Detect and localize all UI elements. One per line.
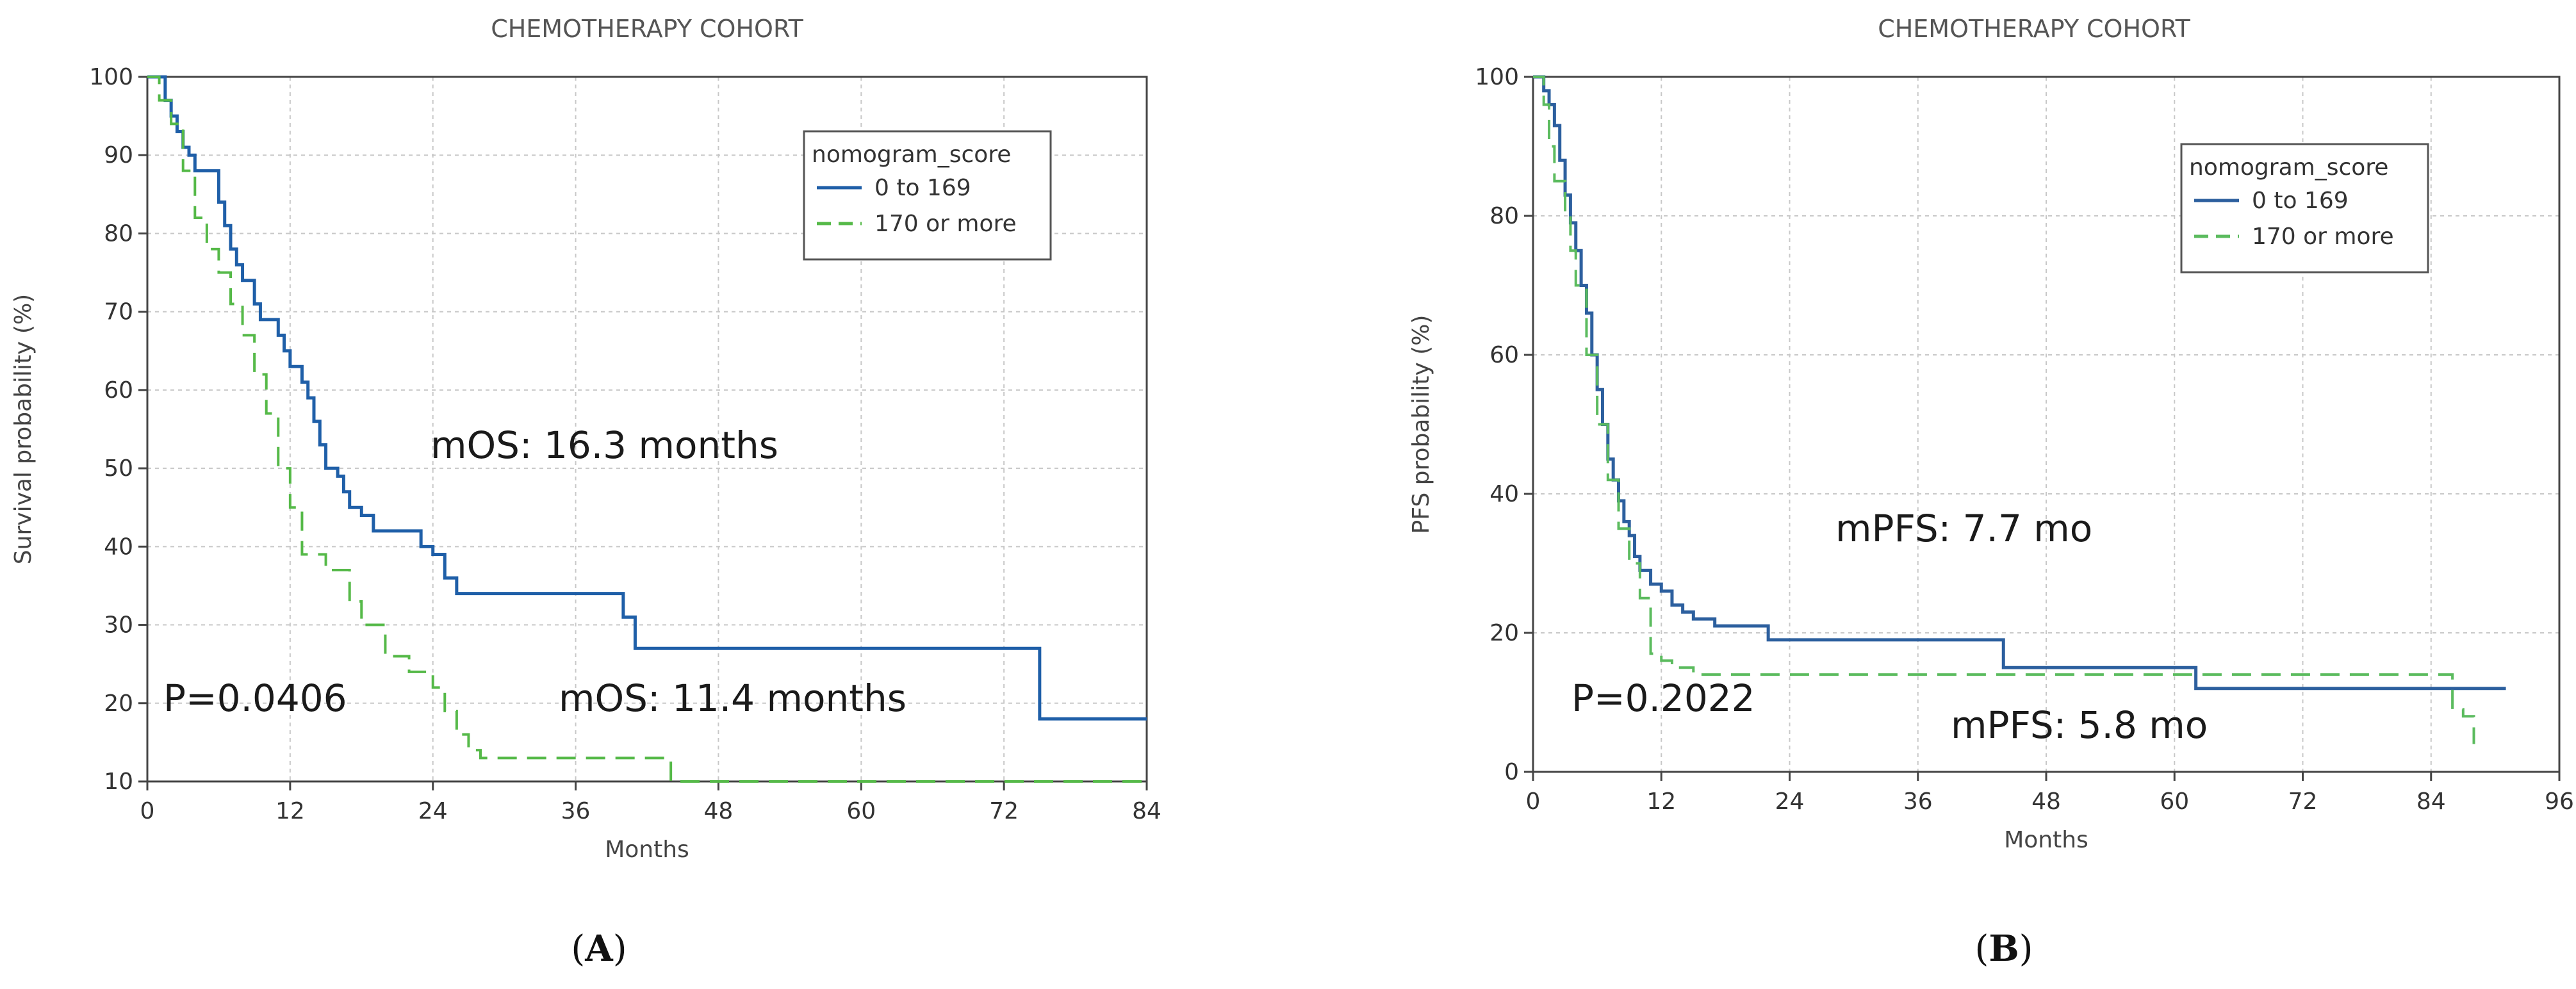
legend-entry-label: 0 to 169 — [2252, 188, 2349, 214]
y-tick-label: 100 — [89, 64, 133, 90]
annotation-label: mOS: 11.4 months — [559, 676, 907, 720]
legend-title: nomogram_score — [2189, 154, 2388, 181]
x-tick-label: 72 — [989, 798, 1019, 824]
x-tick-label: 48 — [2031, 789, 2061, 815]
legend-entry-label: 170 or more — [874, 211, 1017, 237]
y-axis-label: Survival probability (%) — [10, 294, 37, 564]
x-tick-label: 96 — [2545, 789, 2574, 815]
x-tick-label: 24 — [418, 798, 448, 824]
panel-label: (B) — [1974, 928, 2033, 970]
panel-label-open-paren: ( — [1974, 928, 1989, 970]
annotation-label: P=0.2022 — [1571, 676, 1755, 720]
y-tick-label: 20 — [104, 691, 133, 717]
survival-curve-170-or-more — [147, 76, 1147, 783]
legend-box — [2180, 143, 2429, 274]
y-tick-label: 0 — [1504, 759, 1519, 785]
y-tick-label: 80 — [104, 220, 133, 247]
x-tick-label: 72 — [2288, 789, 2318, 815]
legend: nomogram_score 0 to 169 170 or more — [2180, 143, 2429, 274]
x-tick-label: 12 — [275, 798, 305, 824]
x-tick-label: 0 — [1526, 789, 1541, 815]
x-tick-label: 84 — [2416, 789, 2446, 815]
panel-b-pfs-chart: 0 12 24 36 48 60 72 84 96 0 20 40 60 80 100 CHEMOTHERAP… — [1408, 15, 2574, 970]
panel-label-letter: A — [584, 928, 614, 970]
survival-curve-0-to-169 — [147, 75, 1147, 721]
panel-label-letter: B — [1989, 928, 2019, 970]
x-axis-label: Months — [605, 837, 689, 863]
chart-title: CHEMOTHERAPY COHORT — [491, 15, 803, 43]
x-tick-label: 60 — [2160, 789, 2189, 815]
x-axis-label: Months — [2004, 827, 2088, 853]
x-tick-label: 24 — [1775, 789, 1805, 815]
x-tick-label: 12 — [1646, 789, 1676, 815]
y-tick-label: 60 — [104, 377, 133, 404]
legend: nomogram_score 0 to 169 170 or more — [803, 130, 1052, 261]
x-tick-label: 0 — [140, 798, 155, 824]
y-tick-label: 100 — [1475, 64, 1519, 90]
y-tick-label: 10 — [104, 769, 133, 795]
panel-a-os-chart: 0 12 24 36 48 60 72 84 10 20 30 40 50 60 70 80 90 100 CHEM… — [10, 15, 1161, 970]
annotation-label: P=0.0406 — [163, 676, 347, 720]
y-tick-label: 20 — [1489, 620, 1519, 646]
y-tick-label: 70 — [104, 299, 133, 325]
plot-frame — [146, 76, 1148, 783]
annotation-label: mOS: 16.3 months — [431, 423, 778, 467]
y-tick-label: 80 — [1489, 203, 1519, 229]
legend-title: nomogram_score — [812, 142, 1011, 168]
y-tick-label: 50 — [104, 455, 133, 482]
y-tick-label: 90 — [104, 142, 133, 168]
survival-curve-170-or-more — [1533, 76, 2475, 744]
x-tick-label: 84 — [1132, 798, 1161, 824]
survival-curve-0-to-169 — [1533, 75, 2506, 691]
chart-title: CHEMOTHERAPY COHORT — [1878, 15, 2190, 43]
annotation-label: mPFS: 5.8 mo — [1951, 703, 2208, 747]
x-tick-label: 36 — [561, 798, 591, 824]
x-tick-label: 48 — [704, 798, 734, 824]
legend-box — [803, 130, 1052, 261]
y-tick-label: 60 — [1489, 342, 1519, 368]
annotation-label: mPFS: 7.7 mo — [1835, 507, 2092, 550]
legend-entry-label: 170 or more — [2252, 224, 2394, 250]
panel-label-open-paren: ( — [571, 928, 585, 970]
y-tick-label: 40 — [1489, 481, 1519, 507]
panel-label: (A) — [571, 928, 627, 970]
legend-entry-label: 0 to 169 — [874, 175, 971, 201]
y-tick-label: 30 — [104, 612, 133, 639]
y-tick-label: 40 — [104, 534, 133, 560]
x-tick-label: 36 — [1903, 789, 1933, 815]
panel-label-close-paren: ) — [2019, 928, 2033, 970]
x-tick-label: 60 — [846, 798, 876, 824]
y-axis-label: PFS probability (%) — [1408, 315, 1434, 534]
panel-label-close-paren: ) — [613, 928, 627, 970]
